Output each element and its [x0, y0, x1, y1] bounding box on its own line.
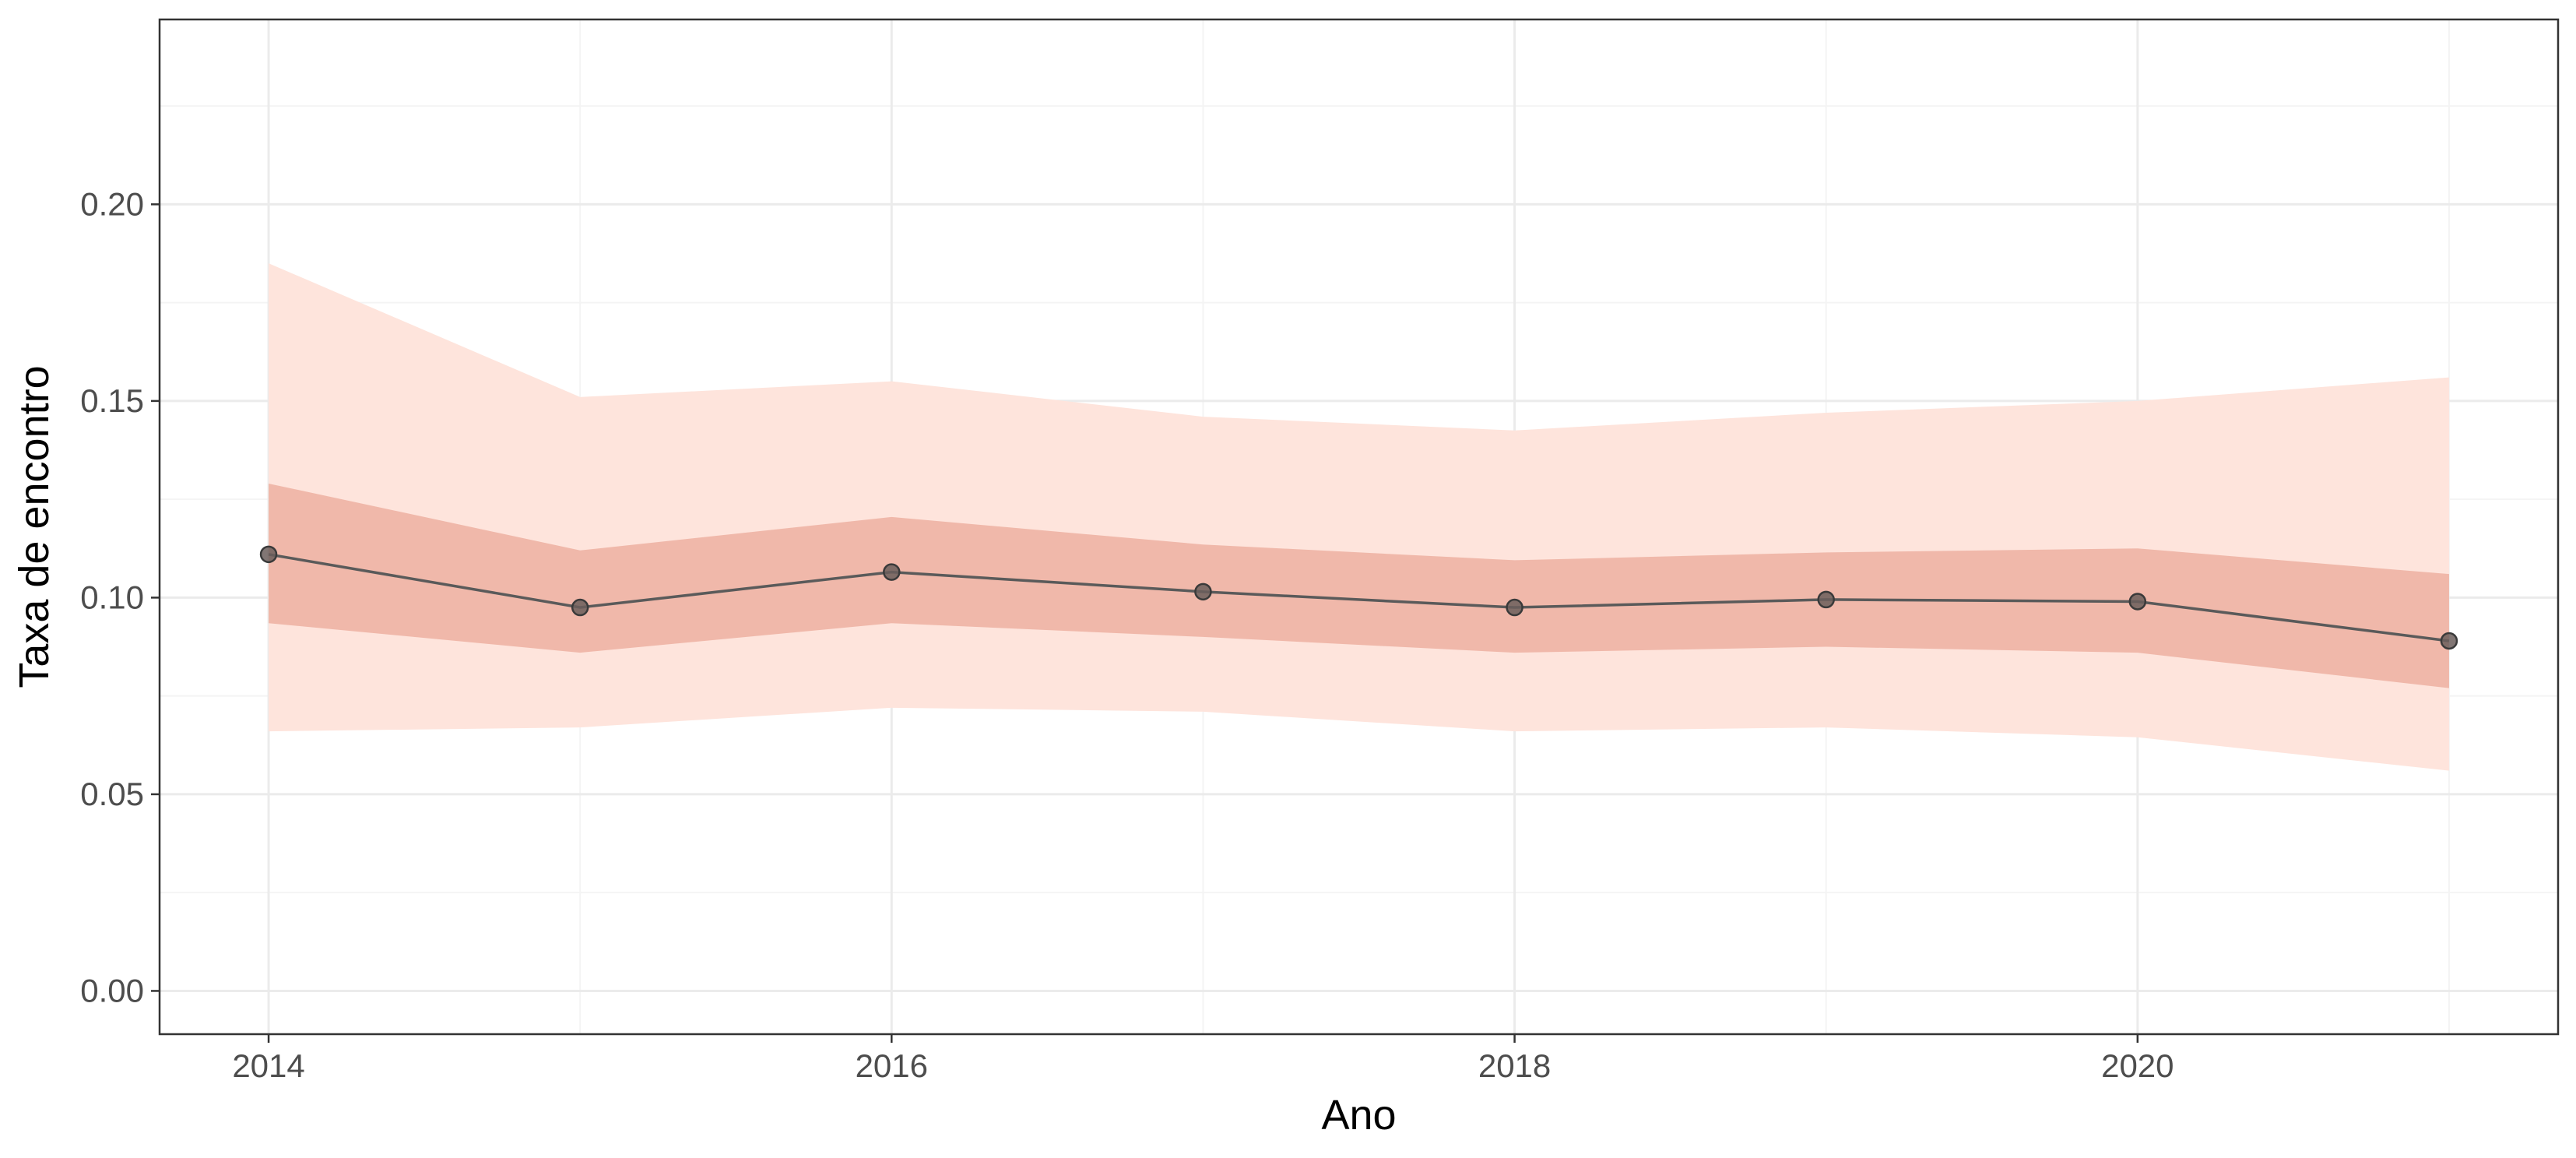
- inner-interval-band: [269, 483, 2449, 688]
- x-axis-title: Ano: [1321, 1092, 1396, 1139]
- series-line-layer: [268, 553, 2450, 642]
- y-axis-title: Taxa de encontro: [11, 365, 58, 688]
- data-points: [259, 545, 2458, 650]
- data-point: [1194, 583, 1212, 601]
- y-tick-label: 0.20: [80, 185, 144, 222]
- confidence-bands: [269, 263, 2449, 771]
- y-tick-label: 0.10: [80, 579, 144, 615]
- data-point: [883, 563, 901, 581]
- data-point: [259, 545, 278, 564]
- y-tick-label: 0.00: [80, 972, 144, 1008]
- data-point: [1817, 590, 1835, 609]
- x-axis: 2014 2016 2018 2020: [232, 1034, 2174, 1084]
- data-point: [2440, 632, 2458, 650]
- x-tick-label: 2014: [232, 1047, 304, 1084]
- series-line: [268, 553, 2450, 642]
- data-point: [2128, 593, 2147, 611]
- x-tick-label: 2016: [856, 1047, 928, 1084]
- x-tick-label: 2018: [1478, 1047, 1551, 1084]
- panel-border: [158, 18, 2560, 1036]
- y-tick-label: 0.05: [80, 776, 144, 812]
- data-point: [571, 598, 589, 617]
- y-tick-label: 0.15: [80, 382, 144, 419]
- y-axis: 0.00 0.05 0.10 0.15 0.20: [80, 185, 160, 1008]
- x-tick-label: 2020: [2101, 1047, 2174, 1084]
- data-point: [1506, 598, 1523, 617]
